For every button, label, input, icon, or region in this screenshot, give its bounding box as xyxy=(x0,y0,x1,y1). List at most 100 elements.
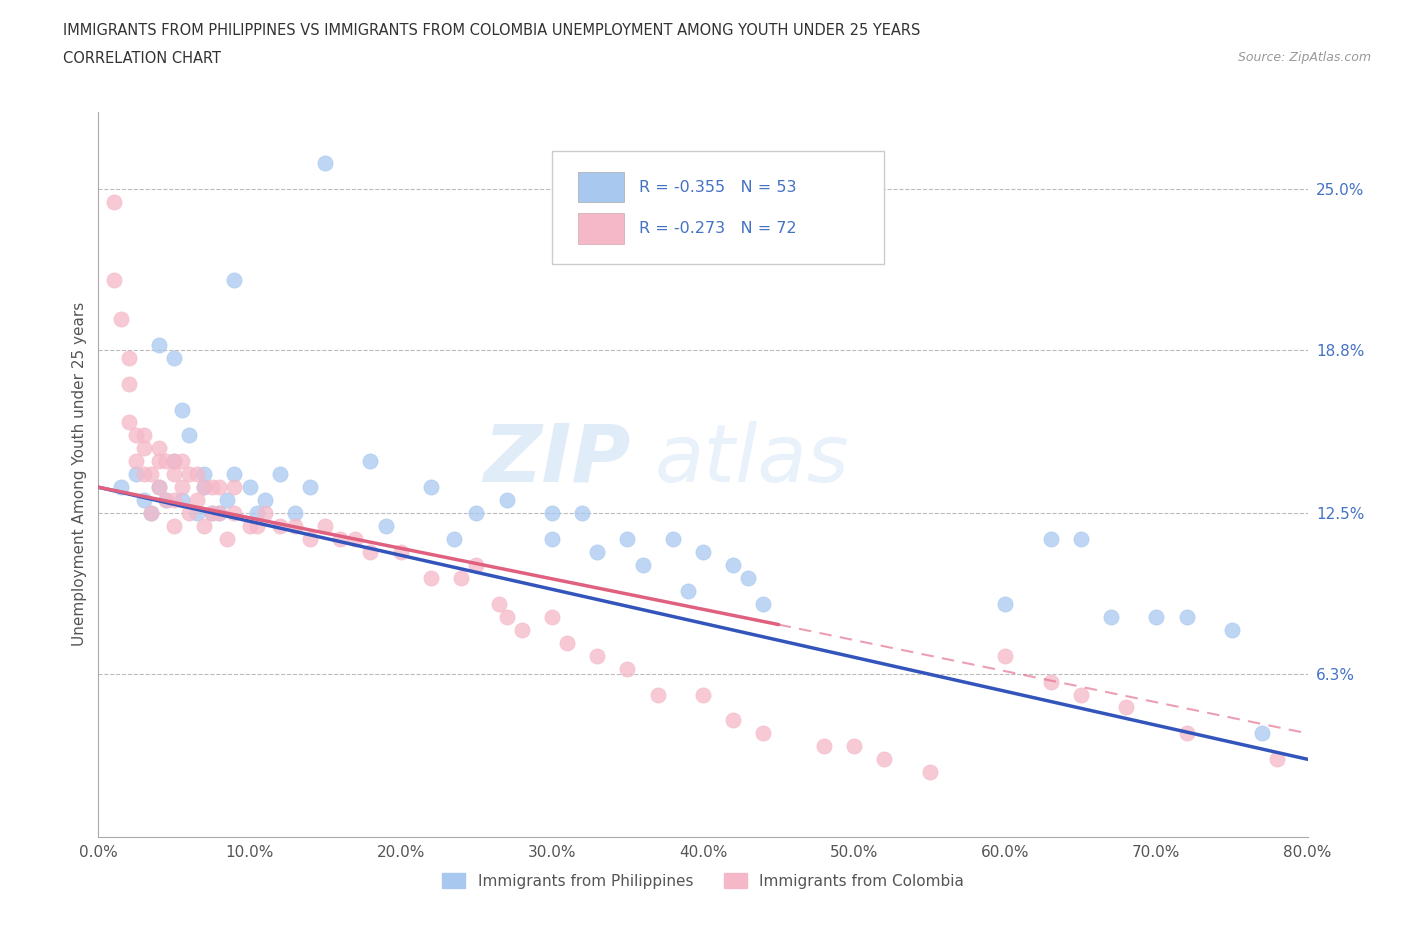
Point xyxy=(215,493,238,508)
Point xyxy=(125,454,148,469)
Point xyxy=(208,480,231,495)
Point xyxy=(163,467,186,482)
Point xyxy=(420,480,443,495)
Point xyxy=(208,506,231,521)
Point xyxy=(420,570,443,585)
Point xyxy=(125,428,148,443)
Point xyxy=(374,519,396,534)
Point xyxy=(1220,622,1243,637)
Point xyxy=(299,480,322,495)
Point xyxy=(186,467,208,482)
Point xyxy=(179,467,201,482)
Point xyxy=(215,532,238,547)
Point xyxy=(389,545,412,560)
Point xyxy=(1175,609,1198,624)
Point xyxy=(1099,609,1122,624)
Point xyxy=(692,687,714,702)
Y-axis label: Unemployment Among Youth under 25 years: Unemployment Among Youth under 25 years xyxy=(72,302,87,646)
Point xyxy=(224,467,246,482)
Point xyxy=(994,648,1017,663)
Point xyxy=(540,609,562,624)
Point xyxy=(239,519,262,534)
Point xyxy=(163,454,186,469)
Point xyxy=(873,751,896,766)
FancyBboxPatch shape xyxy=(578,213,624,244)
Point xyxy=(1175,726,1198,741)
Point xyxy=(692,545,714,560)
Point xyxy=(284,519,307,534)
Point xyxy=(488,596,510,611)
Point xyxy=(118,415,141,430)
Point xyxy=(141,506,163,521)
Point xyxy=(752,726,775,741)
Text: atlas: atlas xyxy=(655,420,849,498)
Point xyxy=(193,519,215,534)
Point xyxy=(360,454,382,469)
Point xyxy=(148,480,170,495)
Point xyxy=(224,272,246,287)
Point xyxy=(193,467,215,482)
Point xyxy=(844,738,866,753)
Point xyxy=(752,596,775,611)
Point xyxy=(495,609,517,624)
Point xyxy=(586,648,609,663)
Point xyxy=(284,506,307,521)
Text: R = -0.273   N = 72: R = -0.273 N = 72 xyxy=(638,221,797,236)
Point xyxy=(450,570,472,585)
Point xyxy=(110,312,132,326)
Text: ZIP: ZIP xyxy=(484,420,630,498)
Point xyxy=(647,687,669,702)
Point xyxy=(163,519,186,534)
Point xyxy=(723,713,745,728)
Point xyxy=(163,351,186,365)
Point xyxy=(170,480,193,495)
Point xyxy=(1144,609,1167,624)
Point xyxy=(994,596,1017,611)
Point xyxy=(224,506,246,521)
Text: CORRELATION CHART: CORRELATION CHART xyxy=(63,51,221,66)
Point xyxy=(1115,700,1137,715)
Point xyxy=(170,493,193,508)
Point xyxy=(314,519,336,534)
Point xyxy=(443,532,465,547)
Point xyxy=(616,661,638,676)
Point xyxy=(118,377,141,392)
Point xyxy=(148,480,170,495)
FancyBboxPatch shape xyxy=(578,172,624,203)
Point xyxy=(179,506,201,521)
Text: R = -0.355   N = 53: R = -0.355 N = 53 xyxy=(638,179,796,194)
Point xyxy=(571,506,593,521)
Point xyxy=(723,558,745,573)
Point xyxy=(148,454,170,469)
Point xyxy=(314,156,336,171)
Point xyxy=(201,506,224,521)
Point xyxy=(269,519,291,534)
Point xyxy=(141,467,163,482)
Point xyxy=(813,738,835,753)
Point xyxy=(253,493,276,508)
Point xyxy=(465,558,488,573)
Point xyxy=(329,532,352,547)
Point xyxy=(586,545,609,560)
Point xyxy=(193,480,215,495)
Point xyxy=(155,493,177,508)
Point xyxy=(155,493,177,508)
Point xyxy=(132,441,155,456)
Point xyxy=(1070,687,1092,702)
Point xyxy=(918,764,941,779)
Point xyxy=(193,480,215,495)
Point xyxy=(118,351,141,365)
Point xyxy=(616,532,638,547)
Point xyxy=(208,506,231,521)
Point xyxy=(110,480,132,495)
Point xyxy=(170,402,193,417)
Point xyxy=(737,570,759,585)
Point xyxy=(1251,726,1274,741)
Point xyxy=(186,493,208,508)
Point xyxy=(103,195,125,210)
Point xyxy=(1039,674,1062,689)
Point xyxy=(163,454,186,469)
Point xyxy=(132,467,155,482)
Point xyxy=(465,506,488,521)
Point xyxy=(246,519,269,534)
